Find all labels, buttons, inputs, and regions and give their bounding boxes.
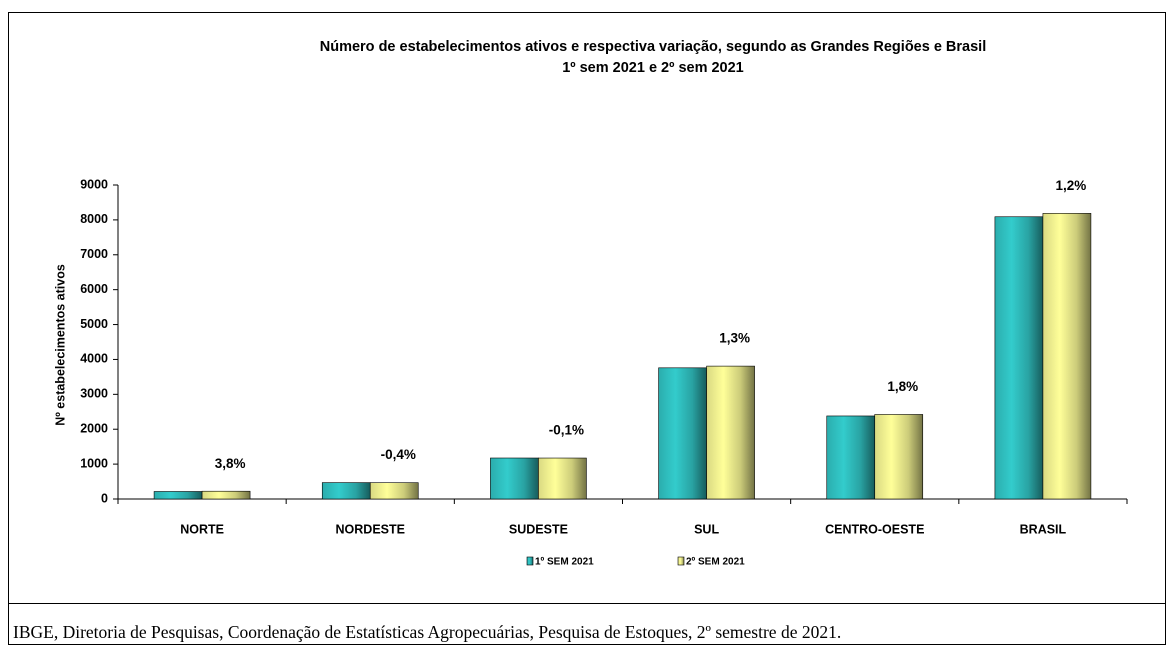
frame: [8, 12, 1166, 645]
x-tick-label: BRASIL: [1020, 522, 1067, 536]
bar: [201, 490, 251, 500]
bar: [826, 415, 876, 500]
bar: [1042, 213, 1092, 500]
variation-label: -0,4%: [381, 447, 416, 462]
y-tick-label: 0: [101, 491, 108, 505]
y-tick-label: 7000: [80, 247, 108, 261]
chart-subtitle: 1º sem 2021 e 2º sem 2021: [562, 60, 744, 76]
y-tick-label: 9000: [80, 177, 108, 191]
chart-title: Número de estabelecimentos ativos e resp…: [320, 39, 986, 55]
x-tick-label: SUDESTE: [509, 522, 568, 536]
y-tick-label: 6000: [80, 282, 108, 296]
y-tick-label: 2000: [80, 422, 108, 436]
legend-swatch: [526, 556, 534, 566]
y-tick-label: 1000: [80, 456, 108, 470]
legend-swatch: [677, 556, 685, 566]
y-tick-label: 3000: [80, 387, 108, 401]
variation-label: 1,2%: [1056, 178, 1087, 193]
source-note: IBGE, Diretoria de Pesquisas, Coordenaçã…: [13, 622, 841, 642]
x-tick-label: NORTE: [180, 522, 224, 536]
x-tick-label: SUL: [694, 522, 719, 536]
variation-label: 1,8%: [887, 379, 918, 394]
legend-label: 2º SEM 2021: [686, 557, 745, 568]
variation-label: 1,3%: [719, 331, 750, 346]
x-tick-label: NORDESTE: [336, 522, 405, 536]
variation-label: -0,1%: [549, 423, 584, 438]
y-tick-label: 8000: [80, 212, 108, 226]
bar: [874, 414, 924, 500]
bar: [321, 482, 371, 500]
legend-label: 1º SEM 2021: [535, 557, 594, 568]
bar: [369, 482, 419, 500]
y-axis-label: Nº estabelecimentos ativos: [53, 264, 67, 426]
y-tick-label: 5000: [80, 317, 108, 331]
bar: [153, 491, 203, 500]
variation-label: 3,8%: [215, 456, 246, 471]
y-tick-label: 4000: [80, 352, 108, 366]
bar: [658, 367, 707, 500]
bar: [538, 457, 587, 500]
x-tick-label: CENTRO-OESTE: [825, 522, 924, 536]
bar: [706, 365, 755, 500]
bar: [994, 216, 1044, 500]
bar: [490, 457, 539, 500]
